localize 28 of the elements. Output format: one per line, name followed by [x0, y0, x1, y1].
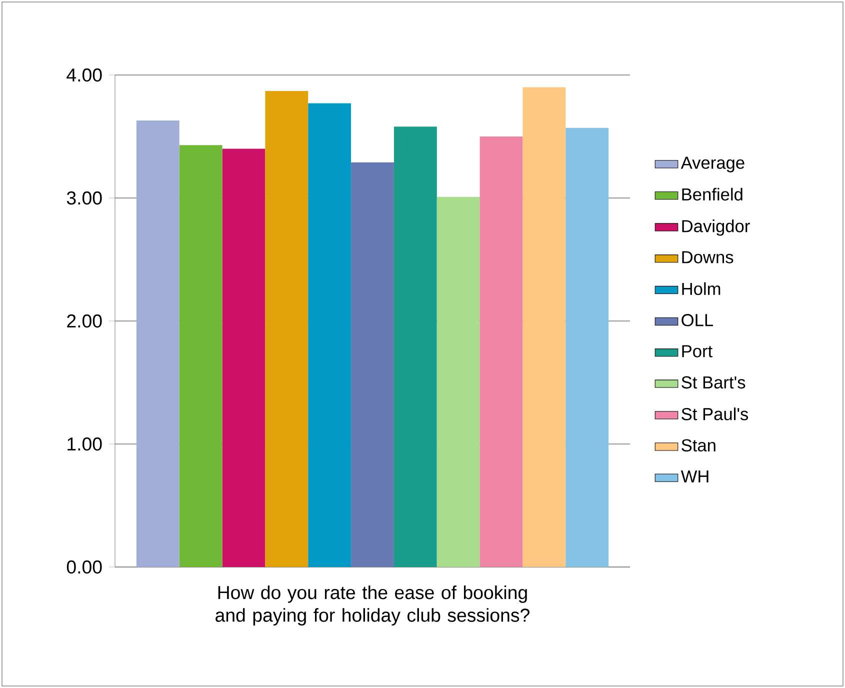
- legend-label: Stan: [682, 439, 716, 452]
- bar: [436, 196, 480, 567]
- x-axis-title: How do you rate the ease of booking and paying for holiday club sessions?: [216, 585, 530, 626]
- legend-label: WH: [680, 470, 708, 482]
- legend-label: Holm: [682, 282, 720, 296]
- legend-label: Benfield: [682, 188, 742, 201]
- bar: [136, 120, 180, 567]
- legend-label: St Paul's: [682, 408, 748, 420]
- bar: [394, 126, 437, 567]
- bar: [480, 136, 523, 567]
- y-tick-label: 2.00: [67, 314, 102, 328]
- legend-label: Davigdor: [682, 220, 750, 236]
- bar: [308, 103, 352, 567]
- bar: [222, 148, 266, 567]
- legend-label: OLL: [682, 314, 714, 326]
- bar: [265, 90, 308, 567]
- legend-label: Average: [680, 156, 744, 172]
- y-tick-label: 1.00: [68, 437, 102, 451]
- legend-label: Port: [682, 345, 712, 358]
- y-tick-label: 3.00: [66, 191, 102, 205]
- bar: [179, 145, 222, 567]
- legend-label: St Bart's: [682, 376, 746, 389]
- bar: [566, 128, 609, 567]
- bar: [351, 162, 394, 567]
- legend-label: Downs: [682, 251, 734, 264]
- y-tick-label: 4.00: [66, 68, 102, 82]
- y-tick-label: 0.00: [66, 560, 102, 574]
- bar: [522, 87, 566, 567]
